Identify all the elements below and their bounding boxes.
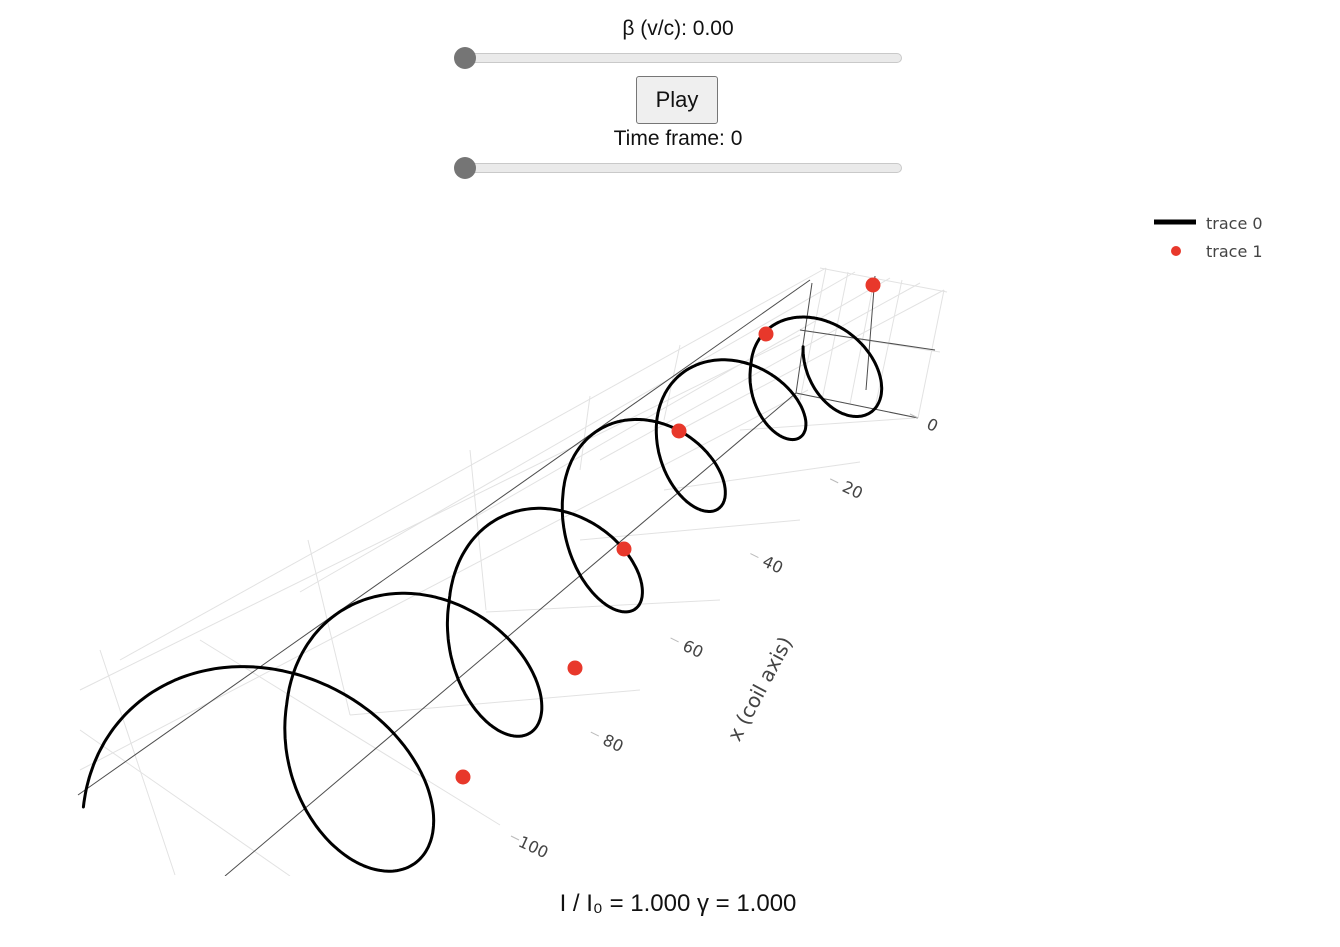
beta-label: β (v/c): 0.00	[622, 17, 734, 40]
legend-label-trace-1: trace 1	[1206, 242, 1263, 261]
trace-1-marker[interactable]	[671, 423, 687, 439]
trace-1-marker[interactable]	[455, 769, 471, 785]
legend-item-trace-1[interactable]: trace 1	[1171, 242, 1263, 261]
x-axis-tick-labels: 0 20 40 60 80 100	[516, 414, 941, 862]
coil-trace-markers[interactable]	[455, 277, 881, 785]
play-button[interactable]: Play	[636, 76, 718, 124]
time-frame-label: Time frame: 0	[613, 127, 743, 150]
x-axis-tick-mark	[750, 553, 759, 558]
x-axis-tick-mark	[909, 413, 919, 419]
time-frame-slider[interactable]	[454, 157, 902, 179]
legend-label-trace-0: trace 0	[1206, 214, 1263, 233]
beta-slider[interactable]	[454, 47, 902, 69]
grid-lines	[79, 267, 948, 876]
x-axis-tick-label: 100	[516, 832, 552, 862]
axis-lines	[77, 275, 936, 876]
trace-1-marker[interactable]	[567, 660, 583, 676]
legend-item-trace-0[interactable]: trace 0	[1154, 214, 1263, 233]
scene[interactable]	[77, 267, 948, 876]
x-axis-tick-label: 0	[924, 414, 941, 436]
x-axis-tick-label: 40	[760, 552, 786, 578]
current-gamma-readout: I / I₀ = 1.000 γ = 1.000	[559, 890, 797, 917]
x-axis-tick-mark	[829, 478, 839, 484]
x-axis-tick-mark	[670, 637, 679, 643]
legend[interactable]: trace 0 trace 1	[1154, 214, 1263, 261]
x-axis-ticks	[510, 413, 919, 841]
trace-1-marker[interactable]	[865, 277, 881, 293]
time-frame-slider-thumb[interactable]	[454, 157, 476, 179]
x-axis-tick-label: 60	[680, 636, 706, 662]
x-axis-tick-label: 80	[600, 730, 626, 756]
trace-1-marker[interactable]	[758, 326, 774, 342]
x-axis-tick-mark	[510, 835, 520, 841]
x-axis-tick-label: 20	[839, 477, 865, 503]
x-axis-title: x (coil axis)	[722, 632, 797, 744]
trace-1-marker[interactable]	[616, 541, 632, 557]
beta-slider-thumb[interactable]	[454, 47, 476, 69]
coil-trace-line[interactable]	[81, 315, 884, 873]
x-axis-tick-mark	[590, 731, 600, 737]
legend-marker-swatch	[1171, 246, 1181, 256]
